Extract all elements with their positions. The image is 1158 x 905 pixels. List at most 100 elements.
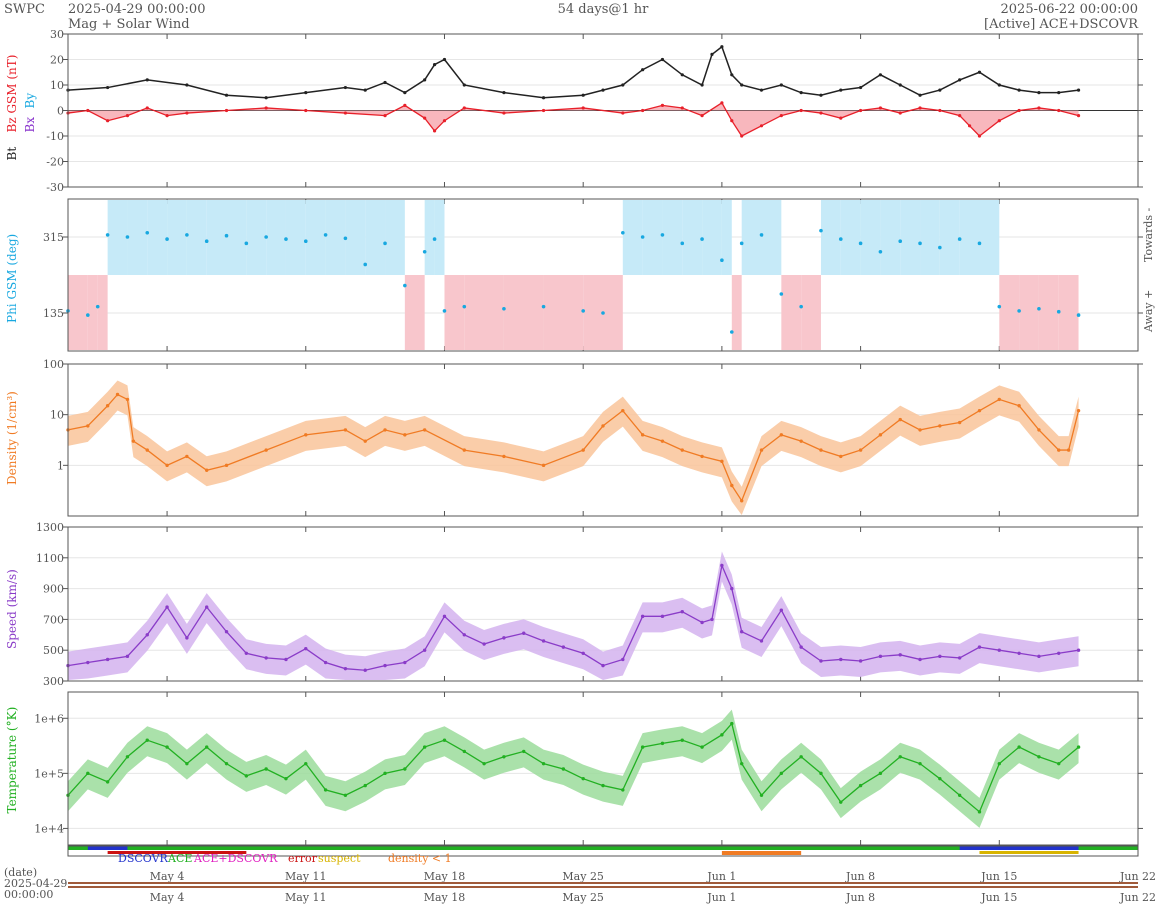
- panel-mag: -30 -20 -10 0 10 20 30 Bt Bz GSM (nT) Bx By: [5, 28, 1143, 194]
- density-point: [938, 424, 942, 428]
- density-point: [86, 424, 90, 428]
- bt-point: [898, 83, 902, 87]
- density-point: [621, 408, 625, 413]
- bz-point: [839, 116, 843, 120]
- phi-point: [918, 241, 922, 246]
- density-point: [165, 463, 169, 468]
- density-point: [343, 428, 348, 432]
- temp-ytick-label: 1e+5: [34, 767, 64, 780]
- phi-away-band: [464, 275, 504, 350]
- phi-point: [383, 241, 387, 246]
- phi-toward-band: [345, 200, 366, 275]
- bz-point: [621, 111, 625, 115]
- density-point: [957, 420, 962, 425]
- temp-point: [997, 761, 1001, 766]
- temp-point: [1037, 755, 1041, 759]
- speed-point: [1017, 651, 1021, 655]
- phi-point: [997, 304, 1002, 309]
- phi-toward-band: [186, 200, 207, 275]
- phi-toward-band: [285, 200, 306, 275]
- speed-point: [621, 657, 625, 662]
- time-span: 54 days@1 hr: [558, 2, 650, 17]
- phi-point: [601, 311, 605, 315]
- temp-point: [977, 810, 982, 814]
- bt-point: [423, 78, 427, 82]
- temp-point: [284, 776, 288, 781]
- date-start-line1: 2025-04-29: [4, 877, 67, 890]
- bz-point: [264, 106, 268, 110]
- phi-toward-band: [939, 200, 960, 275]
- density-point: [977, 408, 982, 413]
- bt-point: [720, 45, 724, 49]
- bt-point: [700, 83, 704, 87]
- xtick-label-upper: May 11: [285, 870, 327, 883]
- temp-point: [720, 733, 724, 737]
- phi-toward-band: [979, 200, 1000, 275]
- density-point: [700, 454, 704, 459]
- phi-point: [343, 236, 348, 241]
- temp-point: [918, 761, 922, 766]
- density-point: [1066, 448, 1071, 452]
- temp-point: [502, 755, 506, 759]
- phi-point: [403, 283, 407, 288]
- density-point: [878, 433, 883, 437]
- temp-point: [640, 745, 645, 749]
- density-point: [131, 439, 136, 443]
- bt-point: [839, 88, 843, 92]
- bz-point: [304, 108, 308, 113]
- bt-point: [363, 88, 367, 92]
- speed-ytick-label: 1300: [36, 521, 64, 534]
- source-strip: DSCOVR ACE ACE+DSCOVR error suspect density <…: [67, 845, 1139, 888]
- speed-point: [938, 654, 942, 659]
- xtick-label-lower: Jun 1: [706, 891, 736, 904]
- density-point: [462, 448, 466, 452]
- phi-away-band: [1019, 275, 1039, 350]
- speed-point: [422, 648, 427, 652]
- bz-point: [106, 119, 110, 123]
- bz-point: [730, 119, 734, 123]
- bz-point: [1076, 114, 1081, 118]
- speed-point: [740, 630, 744, 634]
- bz-point: [343, 111, 348, 115]
- bz-point: [165, 114, 169, 118]
- phi-point: [125, 235, 130, 239]
- data-source: [Active] ACE+DSCOVR: [984, 17, 1139, 32]
- xtick-label-upper: Jun 1: [706, 870, 736, 883]
- bt-point: [581, 93, 585, 97]
- speed-point: [343, 666, 348, 671]
- bz-point: [383, 114, 387, 118]
- phi-ytick-label: 135: [43, 307, 64, 320]
- xtick-label-lower: Jun 22: [1119, 891, 1156, 904]
- dscovr-strip-bar: [959, 846, 1079, 850]
- bx-axis-label: Bx: [23, 117, 37, 133]
- phi-toward-band: [880, 200, 901, 275]
- speed-point: [403, 660, 407, 665]
- phi-point: [95, 304, 100, 309]
- bt-point: [938, 88, 942, 92]
- phi-away-band: [999, 275, 1020, 350]
- density-point: [740, 499, 744, 503]
- phi-point: [422, 249, 427, 254]
- bz-point: [977, 134, 982, 138]
- speed-point: [819, 659, 823, 663]
- phi-away-band: [68, 275, 88, 350]
- phi-toward-band: [127, 200, 148, 275]
- density-point: [363, 439, 367, 443]
- speed-point: [185, 636, 189, 640]
- temp-point: [621, 788, 625, 792]
- temp-point: [264, 767, 268, 771]
- density-point: [759, 448, 764, 452]
- speed-point: [541, 639, 546, 643]
- date-bar-bottom: [68, 886, 1138, 888]
- phi-toward-band: [622, 200, 643, 275]
- bz-point: [145, 106, 149, 110]
- panel-frame: [67, 198, 1139, 352]
- bz-point: [878, 106, 883, 110]
- density-point: [422, 428, 427, 432]
- xtick-label-lower: Jun 8: [845, 891, 875, 904]
- temp-point: [522, 749, 526, 754]
- bz-point: [759, 124, 764, 128]
- dscovr-strip-bar: [87, 846, 128, 850]
- phi-toward-band: [424, 200, 435, 275]
- bz-point: [779, 114, 783, 118]
